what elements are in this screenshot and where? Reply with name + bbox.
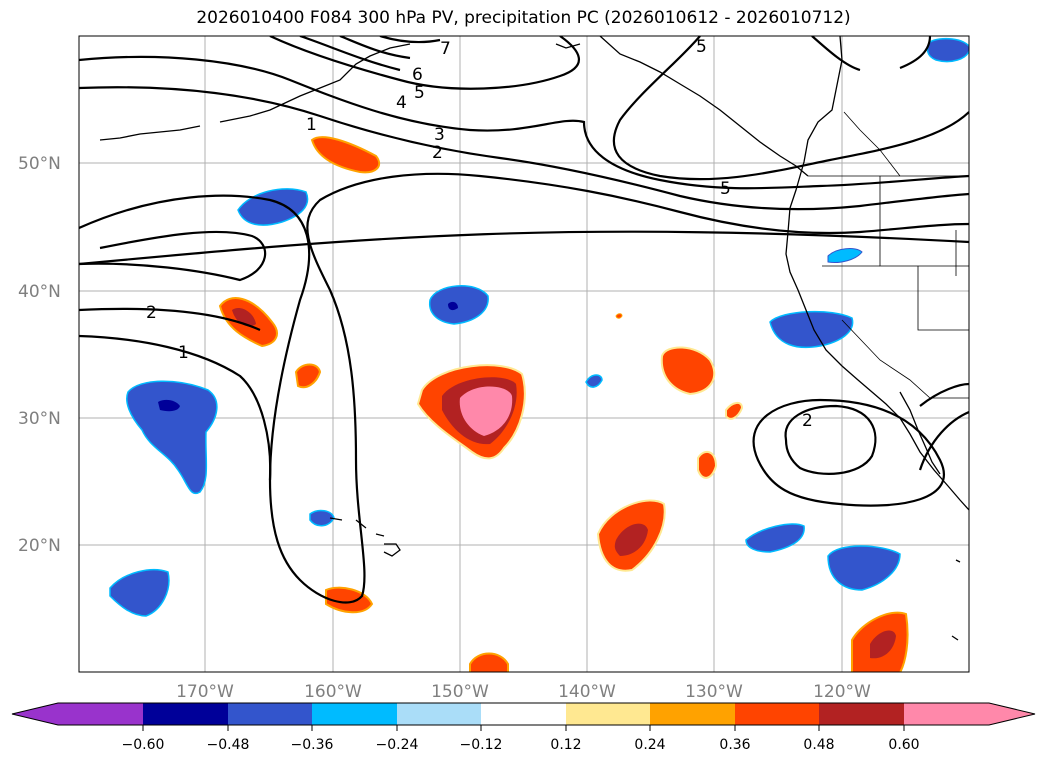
contour-label: 1: [306, 115, 317, 135]
lon-label: 120°W: [813, 682, 871, 702]
colorbar-extend-min: [12, 703, 58, 725]
colorbar-tick-label: 0.48: [803, 737, 834, 753]
contour-label: 5: [414, 83, 425, 103]
precip-blob-pos: [697, 450, 718, 479]
colorbar-segment: [228, 703, 312, 725]
colorbar-segment: [481, 703, 566, 725]
contour-label: 4: [396, 93, 407, 113]
precip-blob-pos: [469, 652, 509, 672]
contour-labels: 1 2 3 4 5 6 7 5 5 2 1 2: [146, 37, 813, 431]
contour-label: 2: [432, 143, 443, 163]
map-title: 2026010400 F084 300 hPa PV, precipitatio…: [196, 8, 851, 28]
contour-label: 6: [412, 65, 423, 85]
longitude-labels: 170°W 160°W 150°W 140°W 130°W 120°W: [176, 682, 871, 702]
latitude-labels: 20°N 30°N 40°N 50°N: [18, 154, 61, 556]
colorbar-segment: [819, 703, 904, 725]
precip-blob-neg: [585, 374, 603, 388]
lon-label: 160°W: [304, 682, 362, 702]
precip-blob-pos: [725, 402, 744, 420]
precip-blob-neg: [745, 523, 805, 553]
colorbar-segment: [143, 703, 228, 725]
contour-label: 2: [802, 411, 813, 431]
precip-blob-neg: [926, 37, 969, 63]
contour-label: 7: [440, 39, 451, 59]
precip-blob-neg: [827, 248, 863, 263]
colorbar-tick-label: 0.12: [550, 737, 581, 753]
precip-blob-neg: [448, 301, 458, 311]
lat-label: 20°N: [18, 536, 61, 556]
colorbar-segment: [58, 703, 143, 725]
gridlines: [79, 36, 969, 672]
colorbar-segment: [566, 703, 650, 725]
precip-blob-pos: [310, 136, 381, 174]
map-background: [79, 36, 969, 672]
contour-label: 2: [146, 303, 157, 323]
precip-blob-neg: [769, 310, 854, 349]
colorbar-segment: [312, 703, 397, 725]
pv-contours: [79, 36, 969, 604]
colorbar-segment: [650, 703, 735, 725]
precip-blob-neg: [827, 545, 901, 591]
precip-blob-pos: [660, 346, 716, 396]
contour-label: 3: [434, 125, 445, 145]
colorbar-extend-max: [989, 703, 1035, 725]
precip-blob-pos: [614, 523, 648, 556]
precip-blob-pos: [870, 630, 896, 659]
colorbar-segment: [735, 703, 819, 725]
precip-blob-neg: [428, 285, 489, 325]
lon-label: 140°W: [558, 682, 616, 702]
colorbar-tick-label: −0.48: [207, 737, 250, 753]
lon-label: 170°W: [176, 682, 234, 702]
lat-label: 40°N: [18, 282, 61, 302]
lat-label: 30°N: [18, 409, 61, 429]
contour-label: 5: [696, 37, 707, 57]
precip-positive-areas: [218, 136, 909, 672]
colorbar-tick-label: −0.60: [122, 737, 165, 753]
map-frame: [78, 35, 970, 673]
precip-blob-pos: [615, 313, 623, 319]
precip-blob-neg: [158, 399, 180, 412]
colorbar-segment: [397, 703, 481, 725]
colorbar-tick-label: 0.24: [634, 737, 665, 753]
lon-label: 150°W: [431, 682, 489, 702]
state-borders: [808, 111, 969, 399]
contour-label: 5: [720, 179, 731, 199]
precip-blob-neg: [109, 569, 170, 617]
colorbar-tick-label: −0.12: [460, 737, 503, 753]
precip-blob-neg: [126, 380, 218, 495]
precip-blob-pos: [459, 386, 513, 436]
precip-blob-pos: [294, 363, 322, 389]
precip-blob-pos: [232, 307, 256, 327]
contour-label: 1: [178, 343, 189, 363]
colorbar: −0.60 −0.48 −0.36 −0.24 −0.12 0.12 0.24 …: [11, 702, 1036, 753]
colorbar-segment: [904, 703, 989, 725]
colorbar-tick-label: −0.36: [291, 737, 334, 753]
lon-label: 130°W: [685, 682, 743, 702]
colorbar-tick-label: 0.60: [888, 737, 919, 753]
colorbar-tick-label: 0.36: [719, 737, 750, 753]
coastlines: [99, 36, 969, 641]
precip-blob-pos: [325, 586, 374, 614]
colorbar-tick-label: −0.24: [376, 737, 419, 753]
lat-label: 50°N: [18, 154, 61, 174]
